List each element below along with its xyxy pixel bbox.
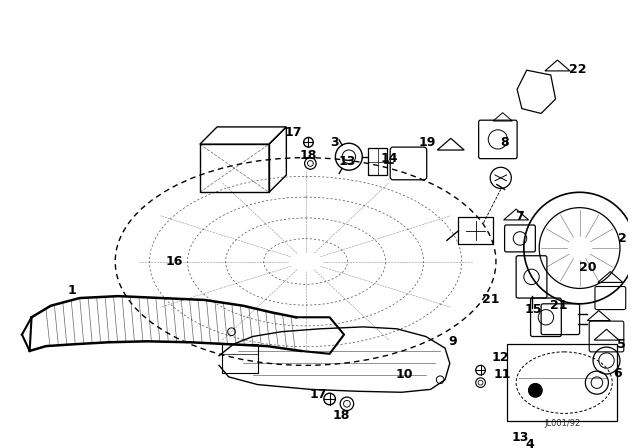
Text: 6: 6 [614,366,622,379]
Text: 17: 17 [309,388,327,401]
Text: 2: 2 [618,232,627,245]
Text: 4: 4 [525,438,534,448]
Text: 10: 10 [396,368,413,381]
Circle shape [529,383,542,397]
Text: 20: 20 [579,261,596,274]
Text: 1: 1 [68,284,76,297]
Bar [508,344,617,421]
Text: 22: 22 [569,63,586,76]
Text: 13: 13 [338,155,356,168]
Bar [222,344,259,373]
Bar [458,217,493,244]
Text: 7: 7 [516,210,524,223]
Text: JL001/92: JL001/92 [544,418,580,427]
Text: 18: 18 [332,409,350,422]
Text: 21: 21 [550,299,567,312]
Text: 9: 9 [449,335,457,348]
Text: 17: 17 [284,126,302,139]
Text: 3: 3 [330,136,339,149]
Text: 12: 12 [492,351,509,364]
Text: 16: 16 [165,255,182,268]
Text: 18: 18 [300,149,317,162]
Text: 13: 13 [511,431,529,444]
Text: 21: 21 [483,293,500,306]
Text: 11: 11 [494,368,511,381]
Text: 19: 19 [419,136,436,149]
Bar [200,144,269,192]
Bar [368,148,387,175]
Text: 5: 5 [616,338,625,351]
Text: 8: 8 [500,136,509,149]
Text: 15: 15 [525,303,542,316]
Text: 14: 14 [380,152,398,165]
